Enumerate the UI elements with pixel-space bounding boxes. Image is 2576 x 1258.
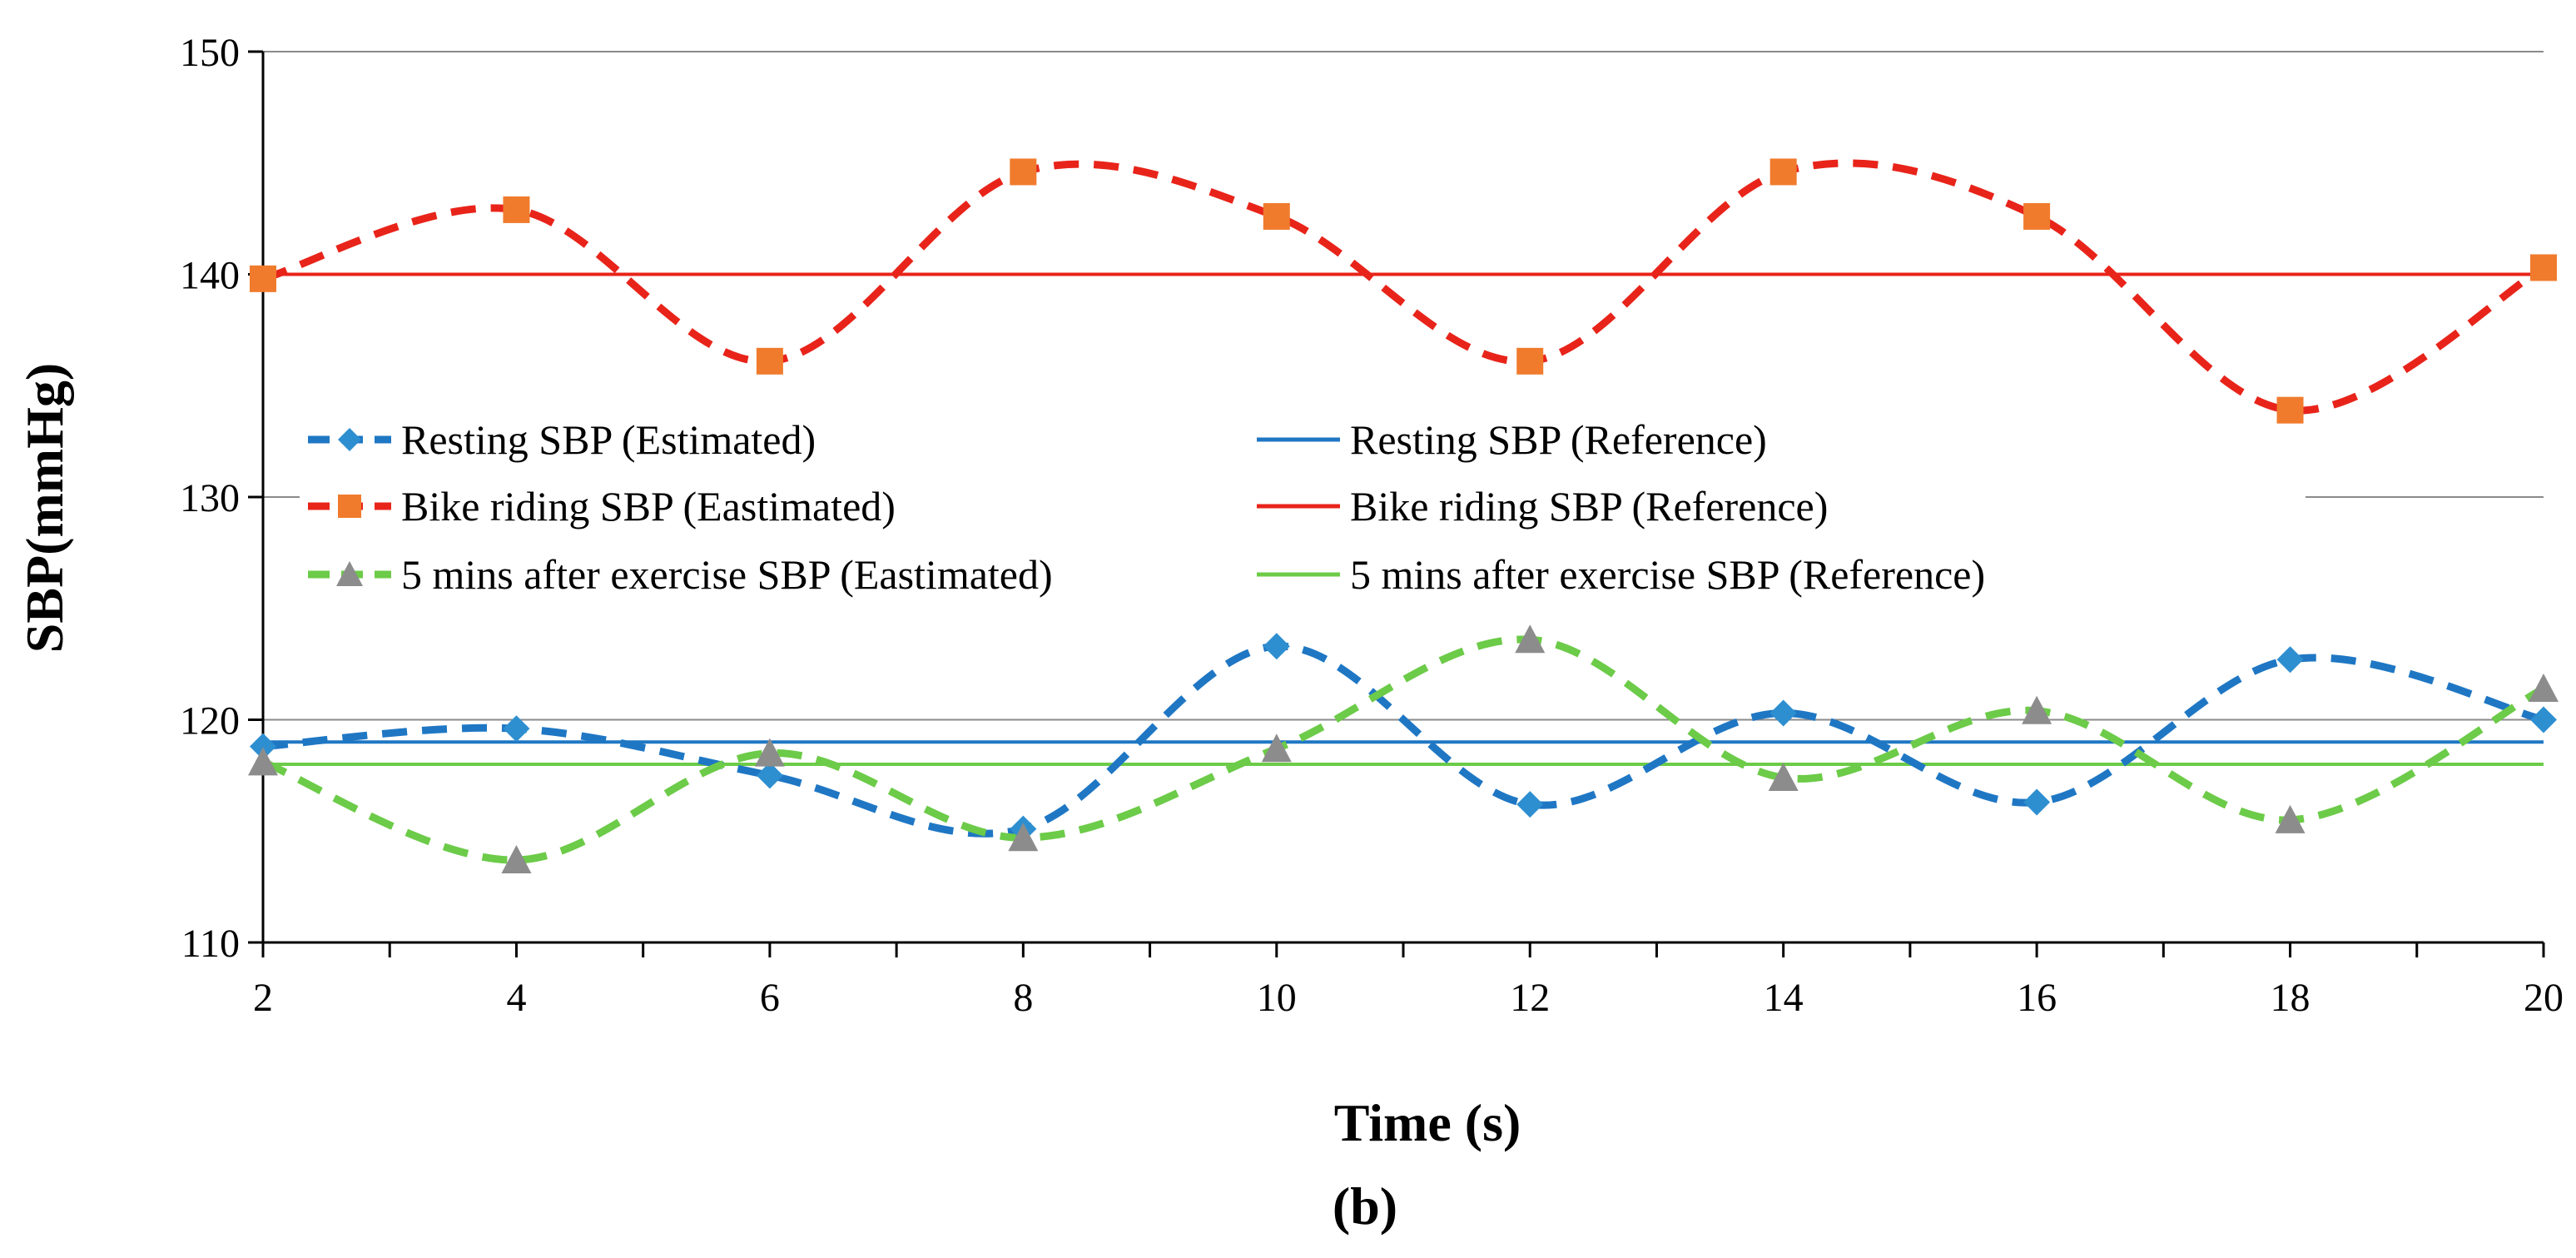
x-tick-label-12: 12	[1510, 976, 1550, 1020]
x-axis-title: Time (s)	[1334, 1093, 1521, 1152]
point-resting-sbp-estimated-10	[1263, 633, 1290, 660]
point-5-mins-after-exercise-sbp-eastimated-8	[1008, 823, 1039, 852]
y-axis-title: SBP(mmHg)	[15, 363, 74, 653]
y-tick-label-110: 110	[181, 922, 240, 966]
point-bike-riding-sbp-eastimated-8	[1010, 158, 1037, 186]
point-5-mins-after-exercise-sbp-eastimated-18	[2275, 804, 2305, 833]
grid-layer	[263, 51, 2544, 721]
point-bike-riding-sbp-eastimated-18	[2276, 396, 2304, 424]
series-line-bike-riding-sbp-eastimated	[261, 159, 2546, 415]
point-bike-riding-sbp-eastimated-10	[1263, 202, 1290, 230]
point-5-mins-after-exercise-sbp-eastimated-14	[1768, 763, 1799, 792]
panel-label: (b)	[1333, 1176, 1397, 1236]
point-5-mins-after-exercise-sbp-eastimated-4	[501, 845, 532, 874]
point-bike-riding-sbp-eastimated-16	[2023, 202, 2051, 230]
legend-marker-resting-sbp-estimated	[338, 428, 361, 451]
legend-entry-5-mins-after-exercise-sbp-eastimated: 5 mins after exercise SBP (Eastimated)	[308, 551, 1053, 598]
legend-entry-resting-sbp-reference: Resting SBP (Reference)	[1257, 416, 1767, 463]
legend-label-5-mins-after-exercise-sbp-reference: 5 mins after exercise SBP (Reference)	[1350, 551, 1985, 598]
point-5-mins-after-exercise-sbp-eastimated-20	[2529, 674, 2559, 703]
x-tick-label-20: 20	[2524, 976, 2564, 1020]
x-tick-label-18: 18	[2271, 976, 2310, 1020]
legend-label-resting-sbp-reference: Resting SBP (Reference)	[1350, 416, 1767, 463]
x-tick-label-8: 8	[1013, 976, 1033, 1020]
estimated-series-layer	[261, 159, 2546, 864]
legend-label-bike-riding-sbp-eastimated: Bike riding SBP (Eastimated)	[401, 483, 896, 530]
axes-layer: 110 120 130 140 150 2 4 6 8 10 12 14 16 18 20	[180, 31, 2564, 1020]
x-tick-label-14: 14	[1764, 976, 1804, 1020]
point-resting-sbp-estimated-6	[756, 762, 783, 789]
point-5-mins-after-exercise-sbp-eastimated-6	[754, 738, 785, 767]
point-resting-sbp-estimated-2	[250, 733, 276, 760]
legend-entry-bike-riding-sbp-reference: Bike riding SBP (Reference)	[1257, 483, 1828, 530]
point-resting-sbp-estimated-12	[1516, 791, 1544, 818]
point-resting-sbp-estimated-4	[503, 715, 530, 743]
legend-label-5-mins-after-exercise-sbp-eastimated: 5 mins after exercise SBP (Eastimated)	[401, 551, 1053, 598]
point-bike-riding-sbp-eastimated-20	[2530, 254, 2557, 281]
markers-layer	[248, 158, 2559, 874]
point-5-mins-after-exercise-sbp-eastimated-10	[1261, 733, 1292, 763]
x-tick-label-4: 4	[506, 976, 526, 1020]
x-tick-label-16: 16	[2017, 976, 2057, 1020]
point-5-mins-after-exercise-sbp-eastimated-16	[2022, 695, 2052, 724]
reference-lines-layer	[263, 272, 2544, 766]
legend-label-bike-riding-sbp-reference: Bike riding SBP (Reference)	[1350, 483, 1828, 530]
legend-entry-5-mins-after-exercise-sbp-reference: 5 mins after exercise SBP (Reference)	[1257, 551, 1985, 598]
x-tick-label-6: 6	[760, 976, 780, 1020]
x-tick-label-10: 10	[1257, 976, 1297, 1020]
point-bike-riding-sbp-eastimated-2	[250, 265, 276, 292]
point-bike-riding-sbp-eastimated-4	[503, 196, 530, 223]
point-resting-sbp-estimated-20	[2530, 706, 2557, 733]
y-tick-label-150: 150	[180, 31, 240, 75]
point-5-mins-after-exercise-sbp-eastimated-12	[1515, 624, 1546, 654]
point-bike-riding-sbp-eastimated-12	[1516, 347, 1544, 375]
legend: Resting SBP (Estimated) Resting SBP (Refe…	[300, 404, 2305, 604]
legend-background	[300, 404, 2305, 604]
legend-label-resting-sbp-estimated: Resting SBP (Estimated)	[401, 416, 816, 463]
point-resting-sbp-estimated-18	[2276, 646, 2304, 674]
series-line-resting-sbp-estimated	[262, 642, 2545, 838]
point-bike-riding-sbp-eastimated-14	[1769, 158, 1797, 186]
point-5-mins-after-exercise-sbp-eastimated-2	[248, 747, 278, 776]
point-resting-sbp-estimated-16	[2023, 788, 2051, 816]
y-tick-label-120: 120	[180, 699, 240, 743]
series-line-5-mins-after-exercise-sbp-eastimated	[261, 635, 2546, 864]
x-tick-label-2: 2	[253, 976, 273, 1020]
legend-marker-5-mins-after-exercise-sbp-eastimated	[336, 561, 363, 586]
legend-entry-bike-riding-sbp-eastimated: Bike riding SBP (Eastimated)	[308, 483, 896, 530]
legend-marker-bike-riding-sbp-eastimated	[338, 495, 361, 518]
point-resting-sbp-estimated-14	[1769, 699, 1797, 727]
legend-entry-resting-sbp-estimated: Resting SBP (Estimated)	[308, 416, 816, 463]
labels-layer: Time (s) (b) SBP(mmHg)	[15, 363, 1521, 1236]
y-tick-label-130: 130	[180, 476, 240, 520]
point-bike-riding-sbp-eastimated-6	[756, 347, 783, 375]
y-tick-label-140: 140	[180, 254, 240, 298]
